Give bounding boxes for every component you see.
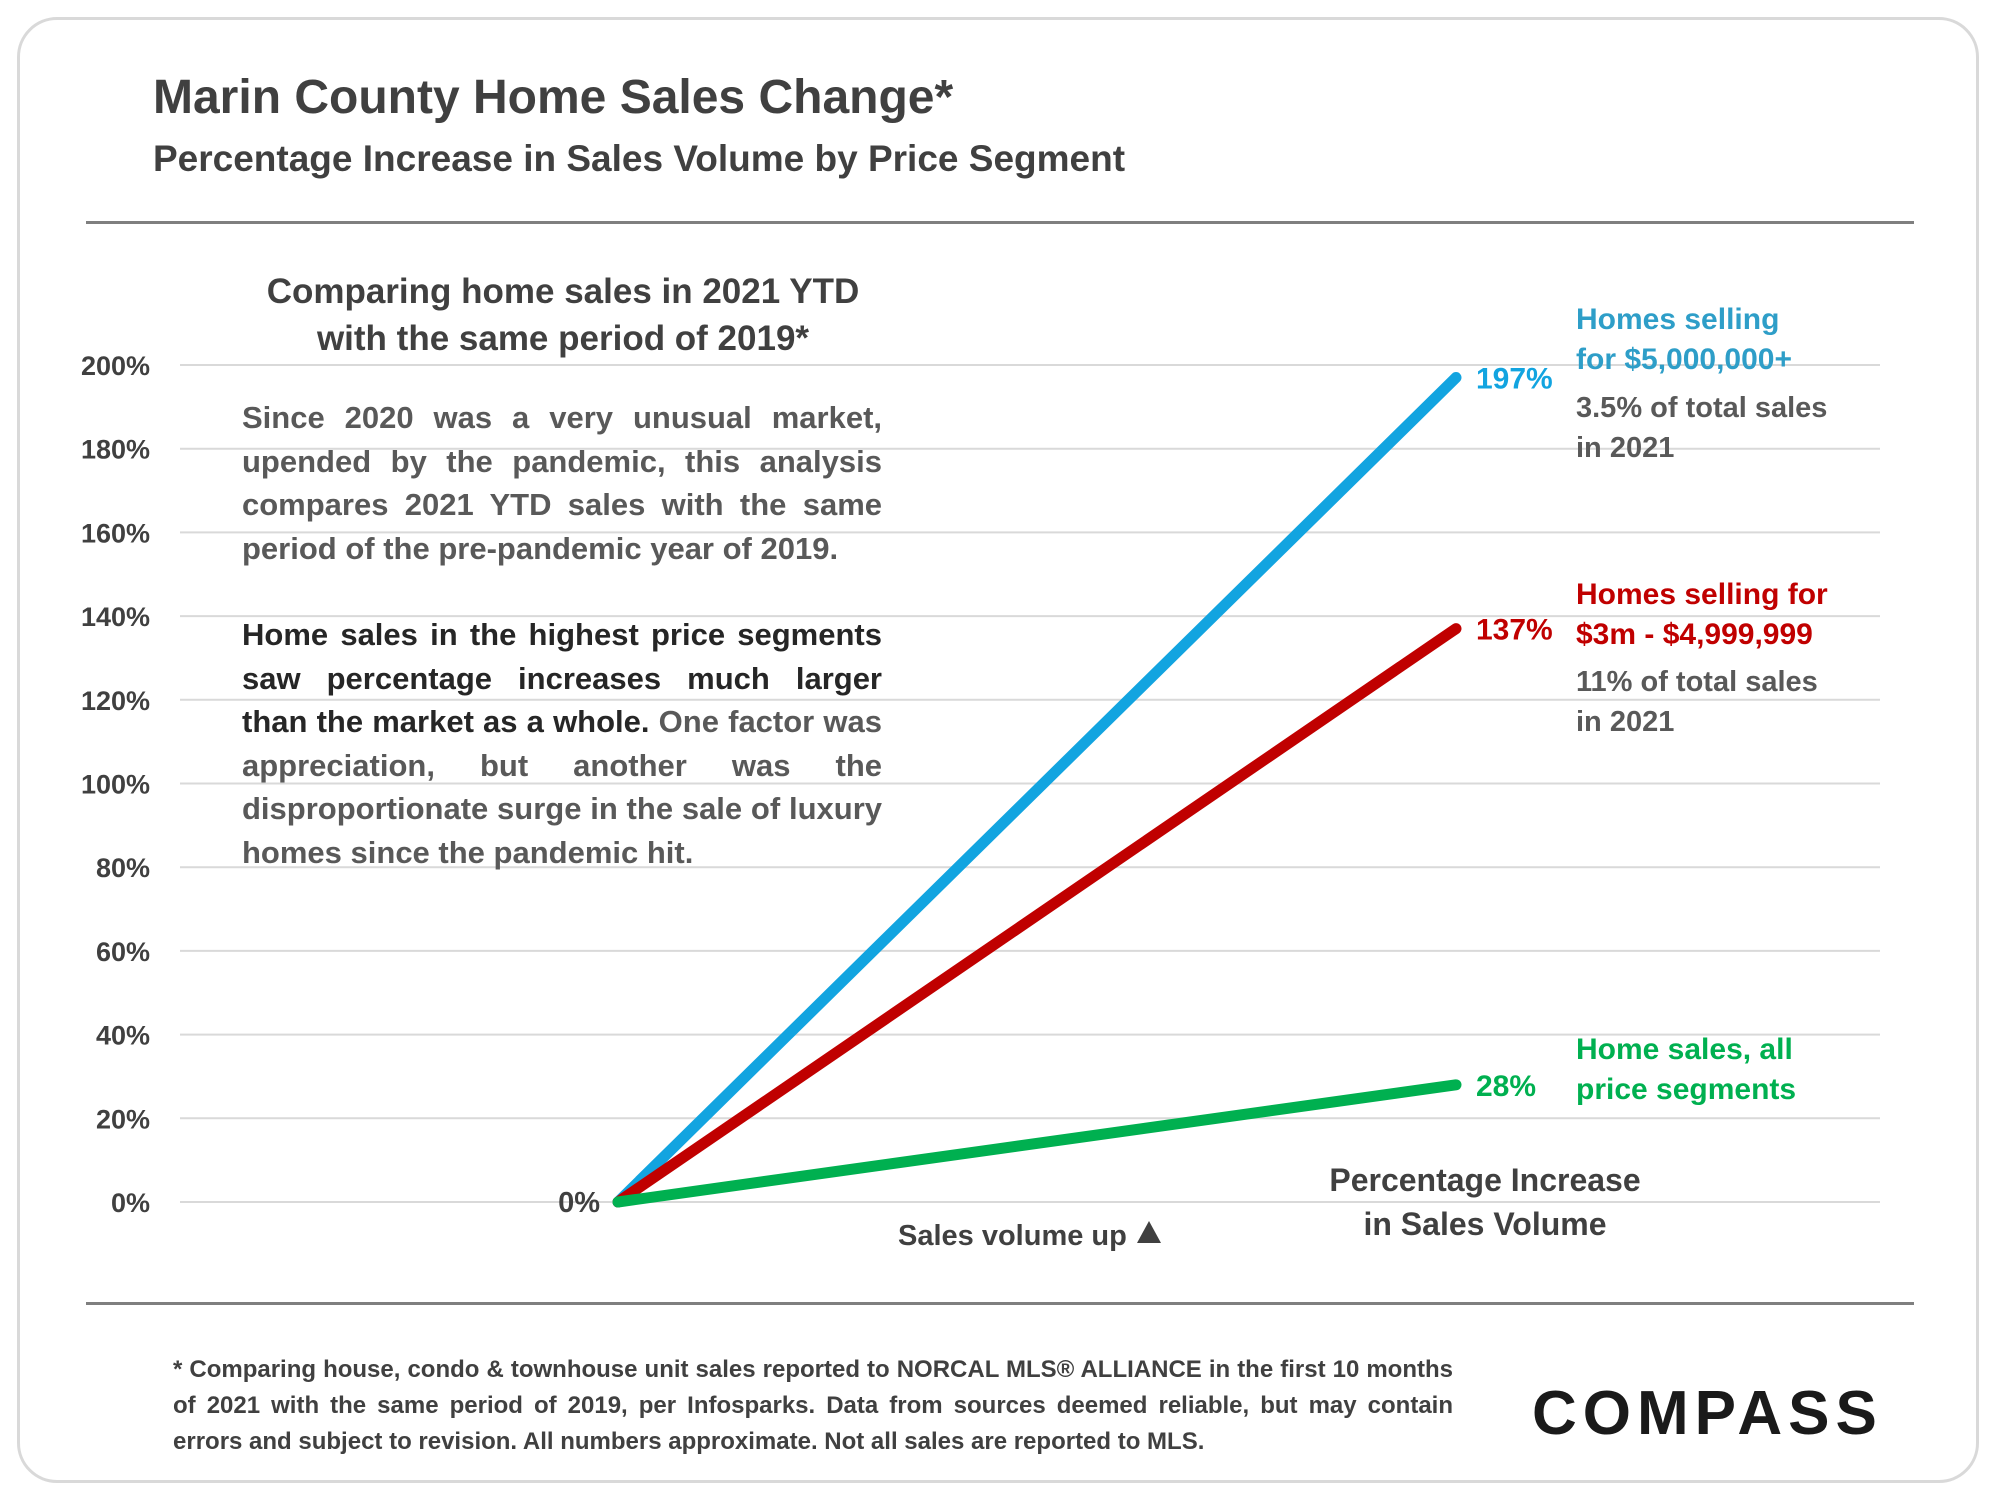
luxury-label-line2: for $5,000,000+ bbox=[1576, 343, 1792, 376]
all-segment-label: Home sales, all price segments bbox=[1576, 1030, 1796, 1110]
luxury-note-line2: in 2021 bbox=[1576, 432, 1675, 464]
luxury-segment-note: 3.5% of total sales in 2021 bbox=[1576, 388, 1827, 468]
grid-lines bbox=[180, 364, 1880, 1203]
callout-paragraph-2-bold: Home sales in the highest price segments… bbox=[242, 617, 882, 739]
axis-caption-line1: Percentage Increase bbox=[1329, 1162, 1641, 1198]
luxury-note-line1: 3.5% of total sales bbox=[1576, 392, 1828, 424]
y-tick-label: 200% bbox=[81, 351, 150, 381]
page-subtitle: Percentage Increase in Sales Volume by P… bbox=[153, 138, 1126, 179]
y-tick-label: 180% bbox=[81, 435, 150, 465]
series-end-label: 137% bbox=[1476, 614, 1553, 647]
upper-segment-note: 11% of total sales in 2021 bbox=[1576, 662, 1818, 742]
upper-note-line2: in 2021 bbox=[1576, 706, 1675, 738]
all-label-line1: Home sales, all bbox=[1576, 1033, 1793, 1066]
series-end-label: 28% bbox=[1476, 1070, 1536, 1103]
series-line bbox=[612, 623, 1462, 1208]
callout-heading-line1: Comparing home sales in 2021 YTD bbox=[266, 272, 860, 311]
y-tick-label: 80% bbox=[96, 853, 150, 883]
sales-volume-up-label: Sales volume up bbox=[898, 1220, 1161, 1253]
y-tick-label: 20% bbox=[96, 1104, 150, 1134]
y-tick-label: 40% bbox=[96, 1021, 150, 1051]
series-line bbox=[612, 372, 1462, 1208]
series-end-point bbox=[1451, 623, 1461, 634]
y-tick-label: 100% bbox=[81, 770, 150, 800]
callout-heading: Comparing home sales in 2021 YTD with th… bbox=[230, 268, 896, 362]
y-tick-label: 0% bbox=[111, 1188, 150, 1218]
luxury-segment-label: Homes selling for $5,000,000+ bbox=[1576, 300, 1792, 380]
upper-segment-label: Homes selling for $3m - $4,999,999 bbox=[1576, 575, 1828, 655]
upper-label-line1: Homes selling for bbox=[1576, 578, 1828, 611]
callout-paragraph-2-rest: One factor was appreciation, but another… bbox=[242, 704, 882, 870]
start-value-label: 0% bbox=[558, 1187, 600, 1219]
luxury-label-line1: Homes selling bbox=[1576, 303, 1780, 336]
y-tick-label: 160% bbox=[81, 518, 150, 548]
axis-caption: Percentage Increase in Sales Volume bbox=[1320, 1158, 1650, 1246]
upper-note-line1: 11% of total sales bbox=[1576, 666, 1818, 698]
bottom-divider bbox=[86, 1302, 1914, 1305]
y-tick-label: 60% bbox=[96, 937, 150, 967]
upper-label-line2: $3m - $4,999,999 bbox=[1576, 618, 1813, 651]
series-end-point bbox=[1451, 372, 1461, 383]
series-end-label: 197% bbox=[1476, 363, 1553, 396]
series-lines bbox=[612, 372, 1462, 1208]
callout-body: Since 2020 was a very unusual market, up… bbox=[242, 396, 882, 874]
y-tick-label: 140% bbox=[81, 602, 150, 632]
axis-caption-line2: in Sales Volume bbox=[1363, 1206, 1607, 1242]
all-label-line2: price segments bbox=[1576, 1073, 1797, 1106]
callout-paragraph-2: Home sales in the highest price segments… bbox=[242, 613, 882, 874]
y-axis-ticks: 0% 20% 40% 60% 80% 100% 120% 140% 160% 180% 200% bbox=[81, 351, 150, 1218]
series-line bbox=[612, 1079, 1462, 1208]
up-triangle-icon bbox=[1136, 1221, 1161, 1243]
line-chart: 0% 20% 40% 60% 80% 100% 120% 140% 160% 180% 200% 1… bbox=[81, 351, 1880, 1219]
series-end-point bbox=[1451, 1079, 1461, 1090]
page-title: Marin County Home Sales Change* bbox=[153, 71, 954, 124]
footnote: * Comparing house, condo & townhouse uni… bbox=[173, 1356, 1453, 1455]
data-labels: 197% 137% 28% 0% bbox=[558, 363, 1553, 1219]
callout-heading-line2: with the same period of 2019* bbox=[316, 319, 810, 358]
top-divider bbox=[86, 221, 1914, 224]
chart-card bbox=[17, 17, 1979, 1483]
sales-volume-up-text: Sales volume up bbox=[898, 1220, 1127, 1252]
y-tick-label: 120% bbox=[81, 686, 150, 716]
compass-logo: COMPASS bbox=[1532, 1379, 1883, 1448]
callout-paragraph-1: Since 2020 was a very unusual market, up… bbox=[242, 400, 882, 566]
